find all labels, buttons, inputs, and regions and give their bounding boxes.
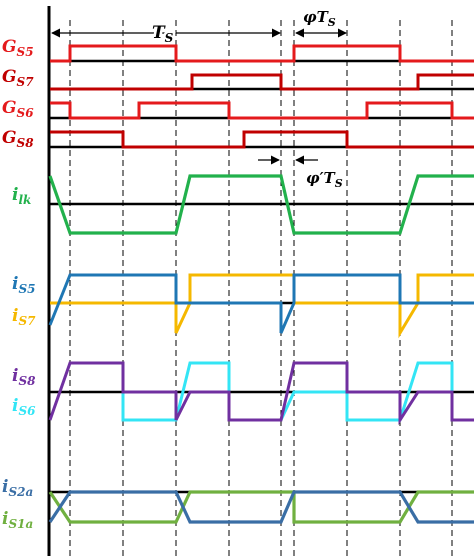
current-ilk — [48, 174, 474, 235]
ts-label-sub: S — [165, 31, 174, 45]
label-gs6: GS6 — [2, 98, 34, 120]
label-is5: iS5 — [12, 274, 35, 296]
is8-waveform — [48, 361, 474, 426]
ts-label: T — [152, 23, 166, 43]
phi-ts-annotation: φTS — [295, 8, 347, 38]
is5-waveform — [48, 273, 474, 334]
gate-signal-gs5 — [50, 44, 474, 63]
gs6-pulse — [50, 101, 474, 120]
phi-prime-ts-label-sub: S — [335, 177, 343, 190]
label-ilk: ilk — [12, 185, 31, 207]
phi-ts-label: φT — [303, 8, 330, 26]
label-is2a: iS2a — [2, 477, 33, 499]
current-is5-is7 — [48, 273, 474, 339]
ilk-waveform — [48, 174, 474, 235]
ts-annotation: TS — [51, 21, 281, 48]
label-gs7: GS7 — [2, 67, 34, 89]
svg-text:φ′TS: φ′TS — [306, 169, 343, 190]
label-is1a: iS1a — [2, 509, 33, 531]
gate-signal-gs7 — [50, 73, 474, 91]
is2a-waveform — [48, 490, 474, 524]
gs7-pulse — [50, 73, 474, 91]
gate-signal-gs6 — [50, 101, 474, 120]
phi-prime-ts-label: φ′T — [306, 169, 337, 187]
gs5-pulse — [50, 44, 474, 63]
phi-ts-label-sub: S — [328, 16, 336, 29]
timing-gridlines — [69, 20, 453, 556]
is6-waveform — [121, 361, 474, 422]
label-gs5: GS5 — [2, 37, 34, 59]
signal-labels: GS5 GS7 GS6 GS8 ilk iS5 iS7 iS8 iS6 iS2a… — [2, 37, 36, 531]
current-is2a-is1a — [48, 490, 474, 524]
gate-signal-gs8 — [50, 130, 474, 149]
svg-text:φTS: φTS — [303, 8, 336, 29]
current-is8-is6 — [48, 361, 474, 426]
label-is8: iS8 — [12, 366, 36, 388]
label-is7: iS7 — [12, 306, 36, 328]
svg-text:TS: TS — [152, 23, 174, 45]
gs8-pulse — [50, 130, 474, 149]
label-is6: iS6 — [12, 396, 36, 418]
phi-prime-ts-annotation: φ′TS — [258, 155, 343, 190]
label-gs8: GS8 — [2, 128, 34, 150]
